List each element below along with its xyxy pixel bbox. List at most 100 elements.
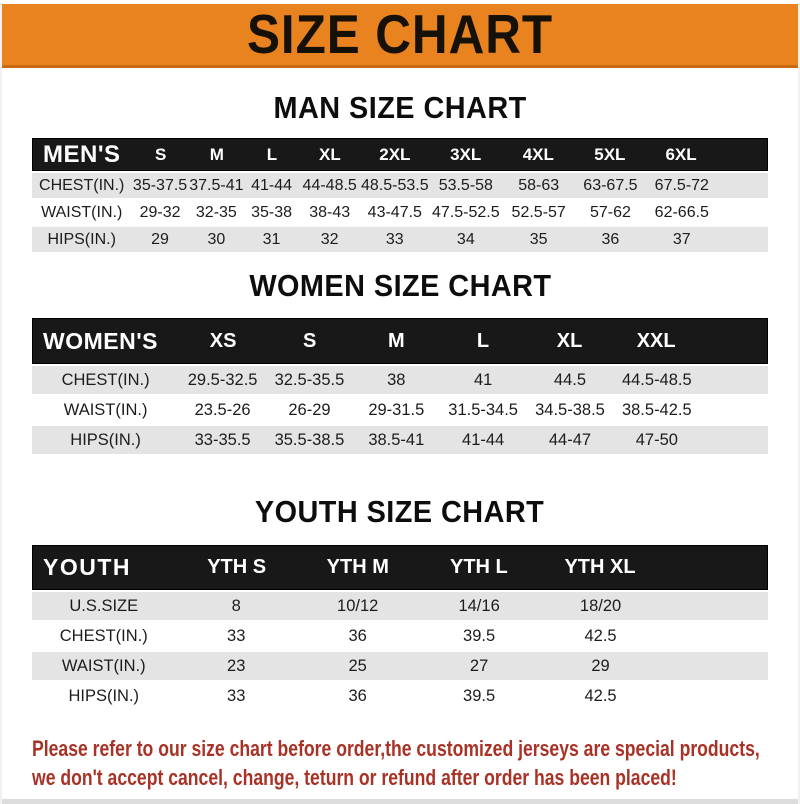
value-cell: 44.5-48.5 bbox=[621, 370, 692, 389]
value-cell: 47-50 bbox=[635, 430, 678, 449]
size-column-header: 6XL bbox=[665, 144, 697, 164]
value-cell: 34 bbox=[456, 230, 475, 248]
size-column-header: L bbox=[266, 144, 278, 164]
value-cell: 14/16 bbox=[458, 596, 500, 615]
value-cell: 39.5 bbox=[463, 686, 496, 705]
size-column-header: 5XL bbox=[594, 144, 626, 164]
table-row-waist: WAIST(IN.) 29-32 32-35 35-38 38-43 43-47… bbox=[32, 198, 768, 225]
size-column-header: XS bbox=[209, 329, 237, 352]
value-cell: 57-62 bbox=[589, 203, 631, 221]
row-label: HIPS(IN.) bbox=[68, 686, 140, 705]
value-cell: 47.5-52.5 bbox=[432, 203, 500, 221]
youth-table-header-label: YOUTH bbox=[43, 554, 131, 580]
value-cell: 38.5-42.5 bbox=[621, 400, 692, 419]
size-chart-page: SIZE CHART MAN SIZE CHART MEN'S S M L XL… bbox=[0, 4, 800, 804]
row-label: WAIST(IN.) bbox=[61, 656, 146, 675]
footer-note-line-1: Please refer to our size chart before or… bbox=[32, 736, 760, 761]
value-cell: 18/20 bbox=[579, 596, 622, 615]
size-column-header: S bbox=[303, 329, 317, 352]
value-cell: 35.5-38.5 bbox=[274, 430, 345, 449]
value-cell: 33 bbox=[385, 230, 404, 248]
value-cell: 33 bbox=[227, 626, 246, 645]
size-column-header: S bbox=[155, 144, 167, 164]
size-column-header: 3XL bbox=[450, 144, 482, 164]
men-size-table: MEN'S S M L XL 2XL 3XL 4XL 5XL 6XL CHEST… bbox=[32, 138, 768, 252]
size-column-header: YTH XL bbox=[564, 556, 636, 578]
size-column-header: M bbox=[387, 329, 405, 352]
row-label: HIPS(IN.) bbox=[70, 430, 141, 449]
value-cell: 29-31.5 bbox=[368, 400, 425, 419]
value-cell: 32.5-35.5 bbox=[274, 370, 345, 389]
page-title: SIZE CHART bbox=[247, 3, 553, 65]
value-cell: 32 bbox=[320, 230, 339, 248]
value-cell: 35 bbox=[529, 230, 548, 248]
header-banner: SIZE CHART bbox=[2, 4, 798, 68]
size-column-header: YTH M bbox=[326, 556, 389, 578]
row-label: WAIST(IN.) bbox=[63, 400, 148, 419]
size-column-header: L bbox=[476, 329, 490, 352]
value-cell: 53.5-58 bbox=[438, 176, 493, 194]
size-column-header: XL bbox=[319, 144, 341, 164]
size-column-header: YTH S bbox=[207, 556, 267, 578]
value-cell: 30 bbox=[207, 230, 226, 248]
value-cell: 29 bbox=[591, 656, 610, 675]
men-table-header-row: MEN'S S M L XL 2XL 3XL 4XL 5XL 6XL bbox=[32, 138, 768, 171]
value-cell: 43-47.5 bbox=[367, 203, 422, 221]
table-row-chest: CHEST(IN.) 29.5-32.5 32.5-35.5 38 41 44.… bbox=[32, 364, 768, 394]
value-cell: 39.5 bbox=[463, 626, 496, 645]
row-label: U.S.SIZE bbox=[69, 596, 139, 615]
value-cell: 41-44 bbox=[462, 430, 505, 449]
value-cell: 44-47 bbox=[548, 430, 592, 449]
value-cell: 44-48.5 bbox=[302, 176, 357, 194]
value-cell: 48.5-53.5 bbox=[361, 176, 429, 194]
youth-section-title-wrap: YOUTH SIZE CHART bbox=[2, 494, 798, 530]
men-section-title: MAN SIZE CHART bbox=[273, 90, 527, 125]
size-column-header: M bbox=[209, 144, 224, 164]
value-cell: 36 bbox=[601, 230, 620, 248]
table-row-waist: WAIST(IN.) 23.5-26 26-29 29-31.5 31.5-34… bbox=[32, 394, 768, 424]
women-table-header-row: WOMEN'S XS S M L XL XXL bbox=[32, 318, 768, 364]
value-cell: 44.5 bbox=[553, 370, 587, 389]
value-cell: 37.5-41 bbox=[189, 176, 244, 194]
youth-table-header-row: YOUTH YTH S YTH M YTH L YTH XL bbox=[32, 545, 768, 590]
value-cell: 29-32 bbox=[139, 203, 181, 221]
value-cell: 34.5-38.5 bbox=[535, 400, 605, 419]
value-cell: 35-38 bbox=[251, 203, 292, 221]
size-column-header: 2XL bbox=[379, 144, 411, 164]
value-cell: 33 bbox=[227, 686, 246, 705]
youth-section: YOUTH SIZE CHART YOUTH YTH S YTH M YTH L… bbox=[2, 494, 798, 710]
value-cell: 38-43 bbox=[309, 203, 351, 221]
value-cell: 38 bbox=[387, 370, 406, 389]
women-size-table: WOMEN'S XS S M L XL XXL CHEST(IN.) 29.5-… bbox=[32, 318, 768, 454]
value-cell: 25 bbox=[348, 656, 367, 675]
value-cell: 29.5-32.5 bbox=[187, 370, 258, 389]
value-cell: 31 bbox=[262, 230, 281, 248]
value-cell: 63-67.5 bbox=[583, 176, 638, 194]
table-row-chest: CHEST(IN.) 33 36 39.5 42.5 bbox=[32, 620, 768, 650]
value-cell: 62-66.5 bbox=[654, 203, 709, 221]
value-cell: 32-35 bbox=[195, 203, 237, 221]
value-cell: 42.5 bbox=[584, 626, 617, 645]
value-cell: 23.5-26 bbox=[194, 400, 251, 419]
men-section-title-wrap: MAN SIZE CHART bbox=[2, 90, 798, 126]
value-cell: 41 bbox=[473, 370, 493, 389]
table-row-hips: HIPS(IN.) 33 36 39.5 42.5 bbox=[32, 680, 768, 710]
value-cell: 26-29 bbox=[288, 400, 331, 419]
men-section: MAN SIZE CHART MEN'S S M L XL 2XL 3XL 4X… bbox=[2, 90, 798, 252]
table-row-us-size: U.S.SIZE 8 10/12 14/16 18/20 bbox=[32, 590, 768, 620]
footer-note-line-2: we don't accept cancel, change, teturn o… bbox=[32, 765, 677, 790]
value-cell: 23 bbox=[227, 656, 246, 675]
youth-size-table: YOUTH YTH S YTH M YTH L YTH XL U.S.SIZE … bbox=[32, 545, 768, 710]
value-cell: 58-63 bbox=[518, 176, 560, 194]
row-label: HIPS(IN.) bbox=[47, 230, 116, 248]
row-label: CHEST(IN.) bbox=[61, 370, 150, 389]
value-cell: 38.5-41 bbox=[368, 430, 425, 449]
value-cell: 29 bbox=[151, 230, 169, 248]
women-section: WOMEN SIZE CHART WOMEN'S XS S M L XL XXL… bbox=[2, 268, 798, 454]
value-cell: 67.5-72 bbox=[654, 176, 709, 194]
table-row-chest: CHEST(IN.) 35-37.5 37.5-41 41-44 44-48.5… bbox=[32, 171, 768, 198]
value-cell: 42.5 bbox=[584, 686, 617, 705]
value-cell: 10/12 bbox=[337, 596, 379, 615]
value-cell: 35-37.5 bbox=[132, 176, 188, 194]
row-label: WAIST(IN.) bbox=[41, 203, 123, 221]
